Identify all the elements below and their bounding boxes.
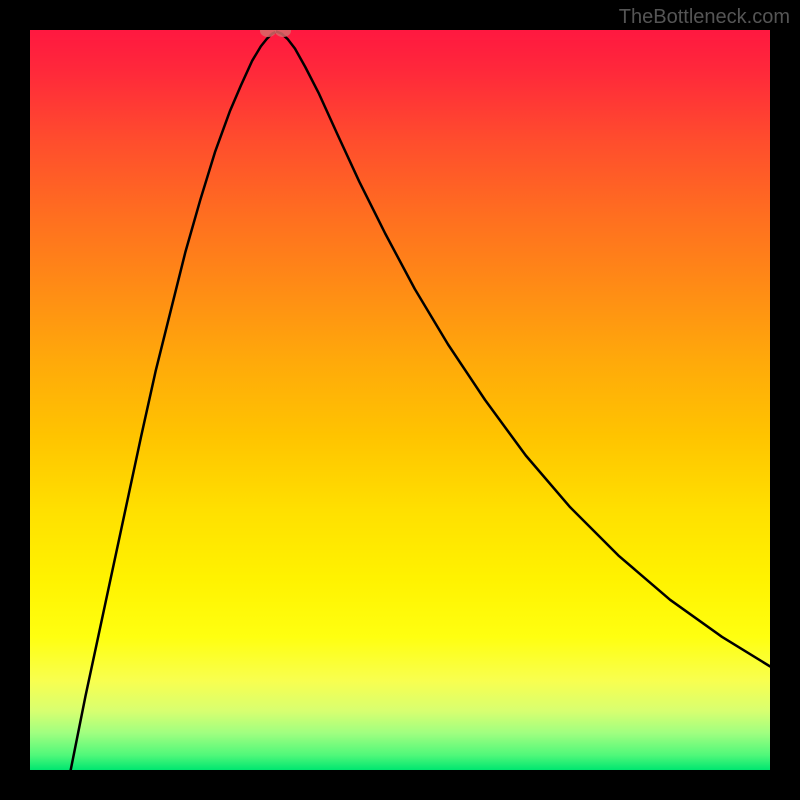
watermark-text: TheBottleneck.com bbox=[619, 6, 790, 29]
chart-plot-area bbox=[30, 30, 770, 770]
chart-curve bbox=[30, 30, 770, 770]
